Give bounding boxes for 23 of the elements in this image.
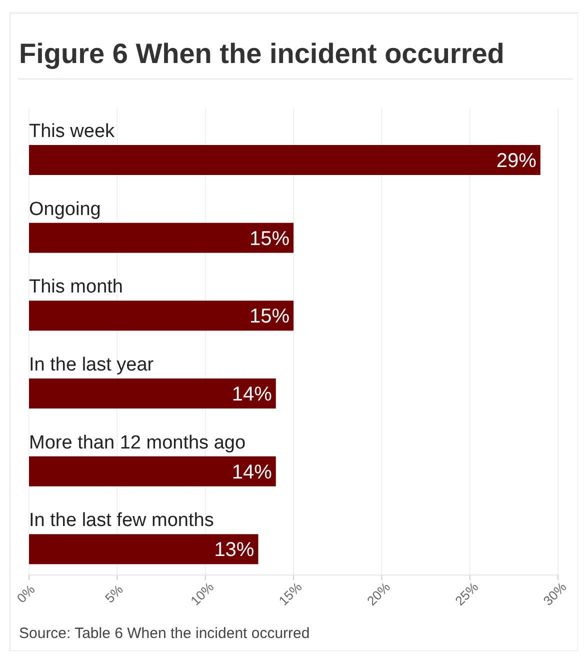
y-tick-label: More than 12 months ago — [29, 432, 246, 454]
x-tick-label: 5% — [102, 582, 126, 606]
y-tick-label: Ongoing — [29, 198, 101, 220]
data-label: 14% — [232, 384, 272, 406]
source-note: Source: Table 6 When the incident occurred — [19, 625, 310, 642]
bar — [29, 300, 294, 331]
y-tick-label: This month — [29, 276, 123, 298]
data-label: 14% — [232, 461, 272, 484]
data-label: 15% — [249, 228, 290, 250]
bar — [29, 534, 258, 564]
y-tick-label: This week — [29, 121, 116, 142]
data-label: 29% — [496, 150, 537, 172]
x-tick-label: 0% — [14, 582, 38, 606]
data-label: 15% — [249, 306, 290, 328]
bar — [29, 222, 294, 253]
x-tick-label: 30% — [540, 579, 570, 608]
y-tick-label: In the last year — [29, 354, 154, 376]
bar — [29, 456, 276, 486]
data-label: 13% — [214, 539, 254, 562]
chart-title: Figure 6 When the incident occurred — [19, 38, 504, 69]
bar — [29, 378, 276, 408]
bar — [29, 145, 540, 175]
y-tick-label: In the last few months — [29, 510, 214, 532]
